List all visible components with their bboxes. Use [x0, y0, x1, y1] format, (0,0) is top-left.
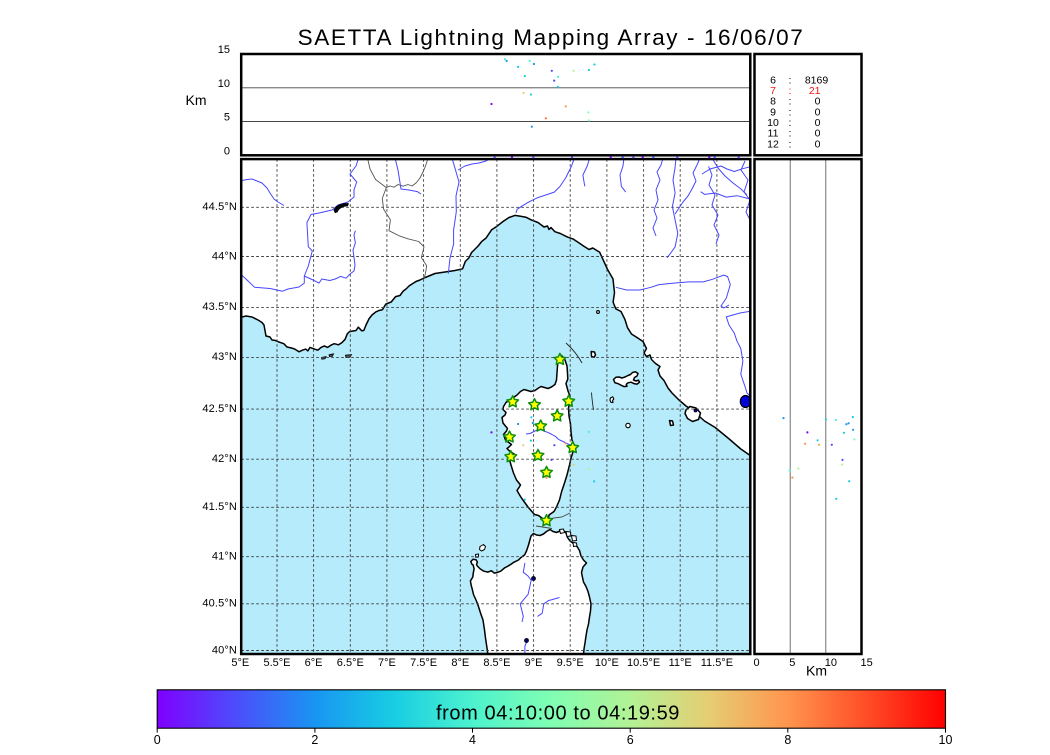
svg-text:6.5°E: 6.5°E [337, 657, 364, 669]
svg-text:6°E: 6°E [305, 657, 323, 669]
svg-text:5.5°E: 5.5°E [263, 657, 290, 669]
svg-text:8.5°E: 8.5°E [483, 657, 510, 669]
svg-text:9°E: 9°E [525, 657, 543, 669]
svg-text::: : [789, 85, 792, 97]
svg-text:5: 5 [224, 112, 230, 124]
svg-text:0: 0 [815, 106, 821, 118]
svg-text:9.5°E: 9.5°E [557, 657, 584, 669]
svg-text:15: 15 [861, 657, 873, 669]
svg-text:44°N: 44°N [212, 250, 237, 262]
svg-text::: : [789, 117, 792, 129]
svg-text:0: 0 [224, 145, 230, 157]
svg-text:10: 10 [218, 78, 230, 90]
svg-text:43°N: 43°N [212, 351, 237, 363]
svg-text:11.5°E: 11.5°E [701, 657, 733, 669]
svg-text:10: 10 [939, 733, 953, 747]
svg-text:7.5°E: 7.5°E [410, 657, 437, 669]
svg-text:10°E: 10°E [595, 657, 619, 669]
svg-text:0: 0 [815, 96, 821, 108]
svg-text:5°E: 5°E [231, 657, 249, 669]
svg-text:0: 0 [815, 117, 821, 129]
svg-text:42.5°N: 42.5°N [202, 403, 237, 415]
svg-text:Km: Km [806, 663, 827, 679]
svg-text:43.5°N: 43.5°N [202, 301, 237, 313]
svg-text:40°N: 40°N [212, 644, 237, 656]
svg-text:11°E: 11°E [669, 657, 692, 669]
svg-text:10: 10 [825, 657, 837, 669]
svg-text::: : [789, 74, 792, 86]
svg-text:2: 2 [311, 733, 318, 747]
svg-text:12: 12 [767, 138, 779, 150]
svg-text:10.5°E: 10.5°E [627, 657, 660, 669]
svg-text:21: 21 [809, 85, 821, 97]
svg-text:7°E: 7°E [378, 657, 396, 669]
svg-text::: : [789, 96, 792, 108]
svg-text:4: 4 [469, 733, 476, 747]
svg-text:10: 10 [767, 117, 779, 129]
svg-text:6: 6 [627, 733, 634, 747]
svg-text:Km: Km [186, 92, 207, 108]
svg-text:8°E: 8°E [451, 657, 469, 669]
svg-text:8169: 8169 [805, 74, 829, 86]
svg-text:11: 11 [768, 128, 779, 140]
svg-text:9: 9 [770, 106, 776, 118]
svg-text:41.5°N: 41.5°N [202, 501, 237, 513]
svg-text:6: 6 [770, 74, 776, 86]
svg-text:5: 5 [789, 657, 795, 669]
svg-text:0: 0 [154, 733, 161, 747]
svg-text:7: 7 [770, 85, 776, 97]
svg-text::: : [789, 138, 792, 150]
svg-text:0: 0 [815, 128, 821, 140]
svg-text:0: 0 [754, 657, 760, 669]
svg-text::: : [789, 106, 792, 118]
svg-text:42°N: 42°N [212, 453, 237, 465]
svg-text:8: 8 [784, 733, 791, 747]
svg-text:41°N: 41°N [212, 551, 237, 563]
svg-text:8: 8 [770, 96, 776, 108]
svg-text:44.5°N: 44.5°N [202, 201, 237, 213]
svg-text:0: 0 [815, 138, 821, 150]
svg-text:40.5°N: 40.5°N [202, 598, 237, 610]
svg-text:from 04:10:00 to 04:19:59: from 04:10:00 to 04:19:59 [436, 703, 680, 725]
svg-text:SAETTA Lightning Mapping Array: SAETTA Lightning Mapping Array - 16/06/0… [298, 25, 805, 50]
svg-text:15: 15 [218, 44, 230, 56]
svg-text::: : [789, 128, 792, 140]
